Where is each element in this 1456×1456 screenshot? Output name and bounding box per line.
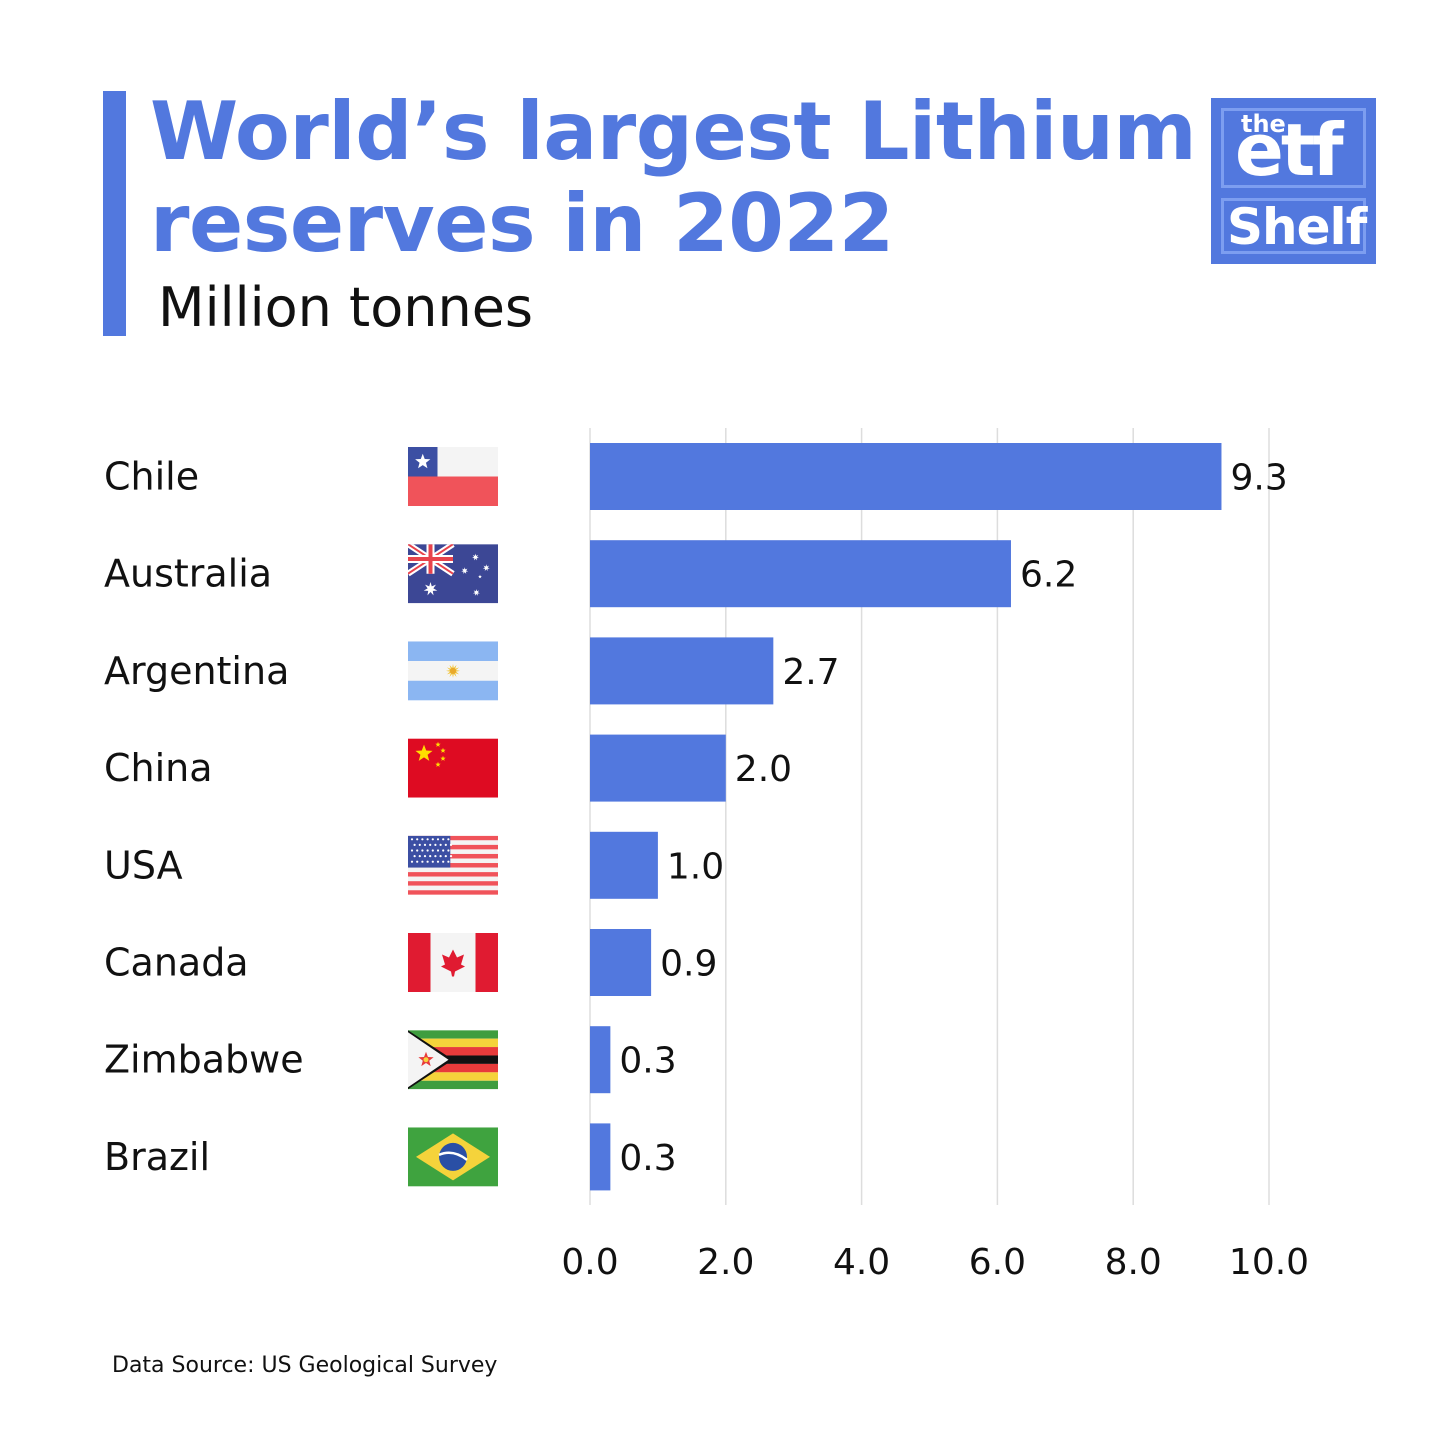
- category-label-brazil: Brazil: [104, 1135, 210, 1179]
- zimbabwe-flag: [408, 1030, 498, 1090]
- bar-zimbabwe: [590, 1026, 611, 1094]
- data-source-note: Data Source: US Geological Survey: [112, 1353, 498, 1378]
- flags: [408, 447, 498, 1187]
- value-label-zimbabwe: 0.3: [619, 1041, 676, 1082]
- logo-etf-text: etf: [1235, 108, 1344, 192]
- category-label-chile: Chile: [104, 455, 199, 499]
- category-label-argentina: Argentina: [104, 649, 289, 693]
- value-label-argentina: 2.7: [782, 652, 839, 693]
- etf-shelf-logo: etf the Shelf: [1211, 98, 1376, 264]
- chile-flag: [408, 447, 498, 506]
- china-flag: [408, 738, 498, 798]
- x-axis-ticks: 0.0 2.0 4.0 6.0 8.0 10.0: [561, 1242, 1309, 1283]
- category-label-australia: Australia: [104, 552, 272, 596]
- value-label-brazil: 0.3: [619, 1138, 676, 1179]
- category-label-china: China: [104, 746, 213, 790]
- x-tick-label-3: 6.0: [969, 1242, 1026, 1283]
- category-label-usa: USA: [104, 843, 183, 887]
- category-label-zimbabwe: Zimbabwe: [104, 1038, 304, 1082]
- title-accent-bar: [103, 91, 126, 336]
- logo-shelf-text: Shelf: [1227, 198, 1367, 256]
- chart-subtitle: Million tonnes: [158, 276, 534, 339]
- value-label-usa: 1.0: [667, 846, 724, 887]
- value-label-chile: 9.3: [1230, 458, 1287, 499]
- x-tick-label-4: 8.0: [1105, 1242, 1162, 1283]
- value-labels: 9.3 6.2 2.7 2.0 1.0 0.9 0.3 0.3: [619, 458, 1287, 1179]
- argentina-flag: [408, 641, 498, 701]
- usa-flag: [408, 835, 498, 895]
- logo-the-text: the: [1241, 110, 1286, 138]
- chart-title: World’s largest Lithium reserves in 2022: [150, 85, 1197, 270]
- brazil-flag: [408, 1127, 498, 1187]
- logo-bottom-frame: [1221, 198, 1366, 254]
- value-label-canada: 0.9: [660, 944, 717, 985]
- canada-flag: [408, 933, 498, 992]
- x-tick-label-1: 2.0: [697, 1242, 754, 1283]
- logo-top-frame: [1221, 108, 1366, 188]
- bars: [590, 443, 1222, 1191]
- category-labels: Chile Australia Argentina China USA Canada Zim…: [104, 455, 304, 1179]
- bar-canada: [590, 929, 652, 996]
- x-tick-label-2: 4.0: [833, 1242, 890, 1283]
- bar-china: [590, 734, 726, 802]
- chart-title-line-1: World’s largest Lithium: [150, 85, 1197, 178]
- bar-usa: [590, 831, 658, 899]
- bar-chile: [590, 443, 1222, 510]
- value-label-australia: 6.2: [1020, 555, 1077, 596]
- value-label-china: 2.0: [735, 749, 792, 790]
- bar-australia: [590, 540, 1011, 608]
- x-tick-label-0: 0.0: [561, 1242, 618, 1283]
- bar-argentina: [590, 637, 774, 705]
- chart-title-line-2: reserves in 2022: [150, 177, 894, 270]
- bar-brazil: [590, 1123, 611, 1191]
- x-tick-label-5: 10.0: [1229, 1242, 1309, 1283]
- category-label-canada: Canada: [104, 941, 249, 985]
- australia-flag: [408, 544, 498, 604]
